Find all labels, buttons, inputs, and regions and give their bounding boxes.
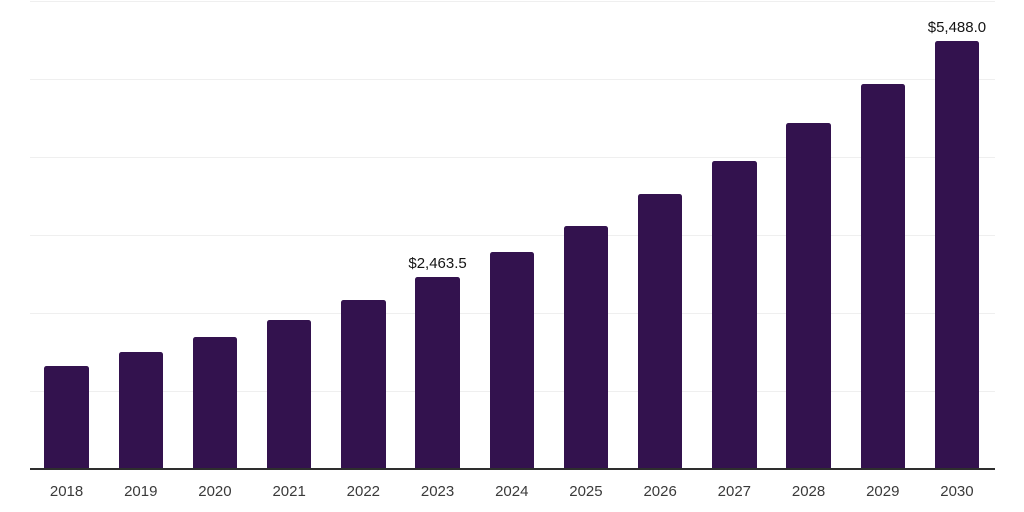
x-tick-2026: 2026 xyxy=(643,483,677,500)
bar-2030 xyxy=(934,40,980,469)
bar-2027 xyxy=(712,160,757,469)
bar-2026 xyxy=(637,194,683,469)
bar-2020 xyxy=(192,337,238,469)
x-tick-2021: 2021 xyxy=(272,483,306,500)
bar-2024 xyxy=(489,251,534,469)
gridline-3000 xyxy=(30,235,995,236)
x-tick-2028: 2028 xyxy=(791,483,826,500)
x-tick-2030: 2030 xyxy=(940,483,974,500)
gridline-6000 xyxy=(30,1,995,2)
x-tick-2025: 2025 xyxy=(569,483,603,500)
bar-2029 xyxy=(860,83,905,469)
x-tick-2024: 2024 xyxy=(495,483,529,500)
x-tick-2020: 2020 xyxy=(198,483,232,500)
value-label-2023: $2,463.5 xyxy=(408,254,467,272)
x-tick-2022: 2022 xyxy=(346,483,381,500)
bar-2021 xyxy=(266,320,312,469)
bar-2028 xyxy=(786,123,831,469)
x-tick-2019: 2019 xyxy=(124,483,158,500)
x-tick-2029: 2029 xyxy=(866,483,900,500)
bar-2023 xyxy=(415,276,460,469)
value-label-2030: $5,488.0 xyxy=(927,18,987,36)
bar-2018 xyxy=(44,366,89,469)
bar-2022 xyxy=(341,299,386,469)
bar-2019 xyxy=(118,351,163,469)
x-tick-2023: 2023 xyxy=(420,483,455,500)
x-tick-2018: 2018 xyxy=(49,483,84,500)
gridline-4000 xyxy=(30,157,995,158)
gridline-5000 xyxy=(30,79,995,80)
x-tick-2027: 2027 xyxy=(717,483,752,500)
x-axis-line xyxy=(30,468,995,470)
bar-2025 xyxy=(563,225,609,469)
